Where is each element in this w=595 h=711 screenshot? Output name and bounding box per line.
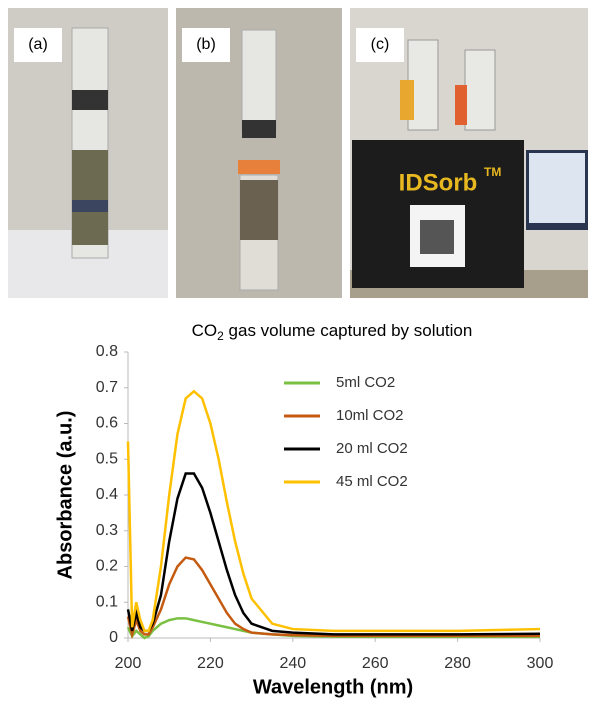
photo-c: IDSorb TM (c) [350,8,588,298]
title-main: CO [192,321,218,340]
y-tick-label: 0.8 [96,343,118,360]
y-tick-label: 0.3 [96,522,118,539]
legend-label: 5ml CO2 [336,374,395,391]
title-sub: 2 [217,329,224,343]
x-tick-label: 240 [279,655,306,672]
plot: 0 0.1 0.2 0.3 0.4 0.5 0.6 0.7 0.8 200 220 240 260 280… [96,343,554,672]
y-axis-title: Absorbance (a.u.) [54,411,76,580]
series-line [126,389,541,633]
panel-label: (a) [28,36,48,53]
x-tick-label: 220 [197,655,224,672]
device-mark: TM [484,165,501,179]
chart-title: CO2 gas volume captured by solution [192,321,473,343]
y-tick-label: 0.2 [96,558,118,575]
y-tick-label: 0.7 [96,379,118,396]
legend-label: 20 ml CO2 [336,440,408,457]
photo-b: (b) [176,8,342,298]
y-tick-label: 0.1 [96,593,118,610]
series-line [126,472,541,636]
x-tick-label: 200 [115,655,142,672]
legend-label: 45 ml CO2 [336,473,408,490]
x-tick-label: 300 [527,655,554,672]
legend-label: 10ml CO2 [336,407,404,424]
x-tick-label: 280 [444,655,471,672]
y-tick-label: 0 [109,629,118,646]
y-tick-label: 0.6 [96,415,118,432]
photo-a: (a) [8,8,168,298]
title-rest: gas volume captured by solution [224,321,473,340]
panel-label: (b) [196,36,216,53]
device-name: IDSorb [399,169,478,196]
series-line [126,556,540,640]
x-tick-label: 260 [362,655,389,672]
y-tick-label: 0.4 [96,486,118,503]
panel-label: (c) [371,36,390,53]
x-axis-title: Wavelength (nm) [253,676,413,698]
y-tick-label: 0.5 [96,450,118,467]
